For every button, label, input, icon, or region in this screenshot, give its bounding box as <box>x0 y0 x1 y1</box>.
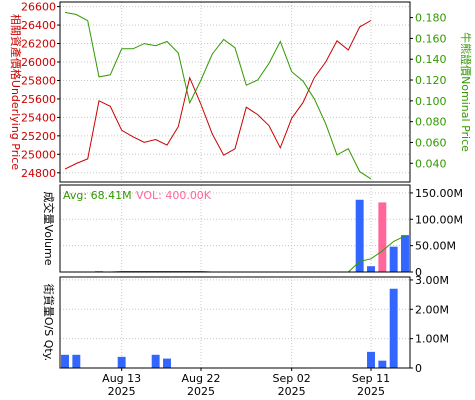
right-tick-label: 0.180 <box>415 12 447 25</box>
volume-avg-legend: Avg: 68.41M <box>63 189 132 202</box>
os-qty-bar <box>61 354 69 368</box>
os-qty-tick-label: 2.00M <box>415 303 449 316</box>
x-tick-year: 2025 <box>108 385 136 398</box>
volume-tick-label: 0 <box>415 266 422 279</box>
left-tick-label: 24800 <box>21 167 56 180</box>
right-tick-label: 0.040 <box>415 157 447 170</box>
volume-vol-legend: VOL: 400.00K <box>136 189 212 202</box>
volume-axis-title: 成交量Volume <box>42 192 56 266</box>
x-tick-year: 2025 <box>187 385 215 398</box>
os-qty-bar <box>378 360 387 368</box>
volume-tick-label: 100.00M <box>415 213 463 226</box>
right-tick-label: 0.100 <box>415 95 447 108</box>
nominal-price-line <box>64 11 372 180</box>
volume-bar <box>389 246 398 272</box>
right-axis-title: 牛熊證價Nominal Price <box>459 32 473 152</box>
left-tick-label: 26200 <box>21 38 56 51</box>
left-tick-label: 25200 <box>21 130 56 143</box>
left-tick-label: 25800 <box>21 74 56 87</box>
os-qty-axis-title: 街貨量O/S Qty. <box>42 284 56 361</box>
right-tick-label: 0.120 <box>415 74 447 87</box>
right-tick-label: 0.080 <box>415 116 447 129</box>
right-tick-label: 0.160 <box>415 32 447 45</box>
x-tick-year: 2025 <box>357 385 385 398</box>
volume-bar <box>355 199 364 272</box>
right-tick-label: 0.140 <box>415 53 447 66</box>
volume-bar-highlight <box>378 202 387 272</box>
os-qty-bar <box>151 354 160 368</box>
volume-tick-label: 50.00M <box>415 240 456 253</box>
os-qty-tick-label: 1.00M <box>415 333 449 346</box>
underlying-price-line <box>64 20 372 170</box>
left-tick-label: 26400 <box>21 19 56 32</box>
os-qty-bar <box>117 356 126 368</box>
panel-frame <box>59 276 411 369</box>
right-tick-label: 0.060 <box>415 136 447 149</box>
os-qty-bar <box>389 288 398 368</box>
volume-average-line <box>65 235 406 273</box>
volume-bar <box>367 266 375 272</box>
x-tick-label: Sep 11 <box>352 372 390 385</box>
x-tick-label: Aug 13 <box>102 372 141 385</box>
x-tick-year: 2025 <box>278 385 306 398</box>
os-qty-tick-label: 0 <box>415 362 422 375</box>
volume-bar <box>401 235 409 272</box>
left-tick-label: 26000 <box>21 56 56 69</box>
text-layer: 24800 25000 25200 25400 25600 25800 26000 26200… <box>9 1 473 398</box>
panel-frames <box>57 1 413 371</box>
os-qty-bar <box>163 358 171 368</box>
x-tick-label: Sep 02 <box>273 372 311 385</box>
left-tick-label: 25000 <box>21 148 56 161</box>
panel-frame <box>59 184 411 273</box>
panel-frame <box>59 1 411 183</box>
left-tick-label: 25600 <box>21 93 56 106</box>
left-tick-label: 25400 <box>21 111 56 124</box>
left-tick-label: 26600 <box>21 1 56 14</box>
x-tick-label: Aug 22 <box>182 372 221 385</box>
os-qty-bar <box>367 351 375 368</box>
os-qty-tick-label: 3.00M <box>415 274 449 287</box>
volume-tick-label: 150.00M <box>415 187 463 200</box>
left-axis-title: 相關資產價格Underlying Price <box>9 14 23 170</box>
os-qty-bar <box>72 354 81 368</box>
